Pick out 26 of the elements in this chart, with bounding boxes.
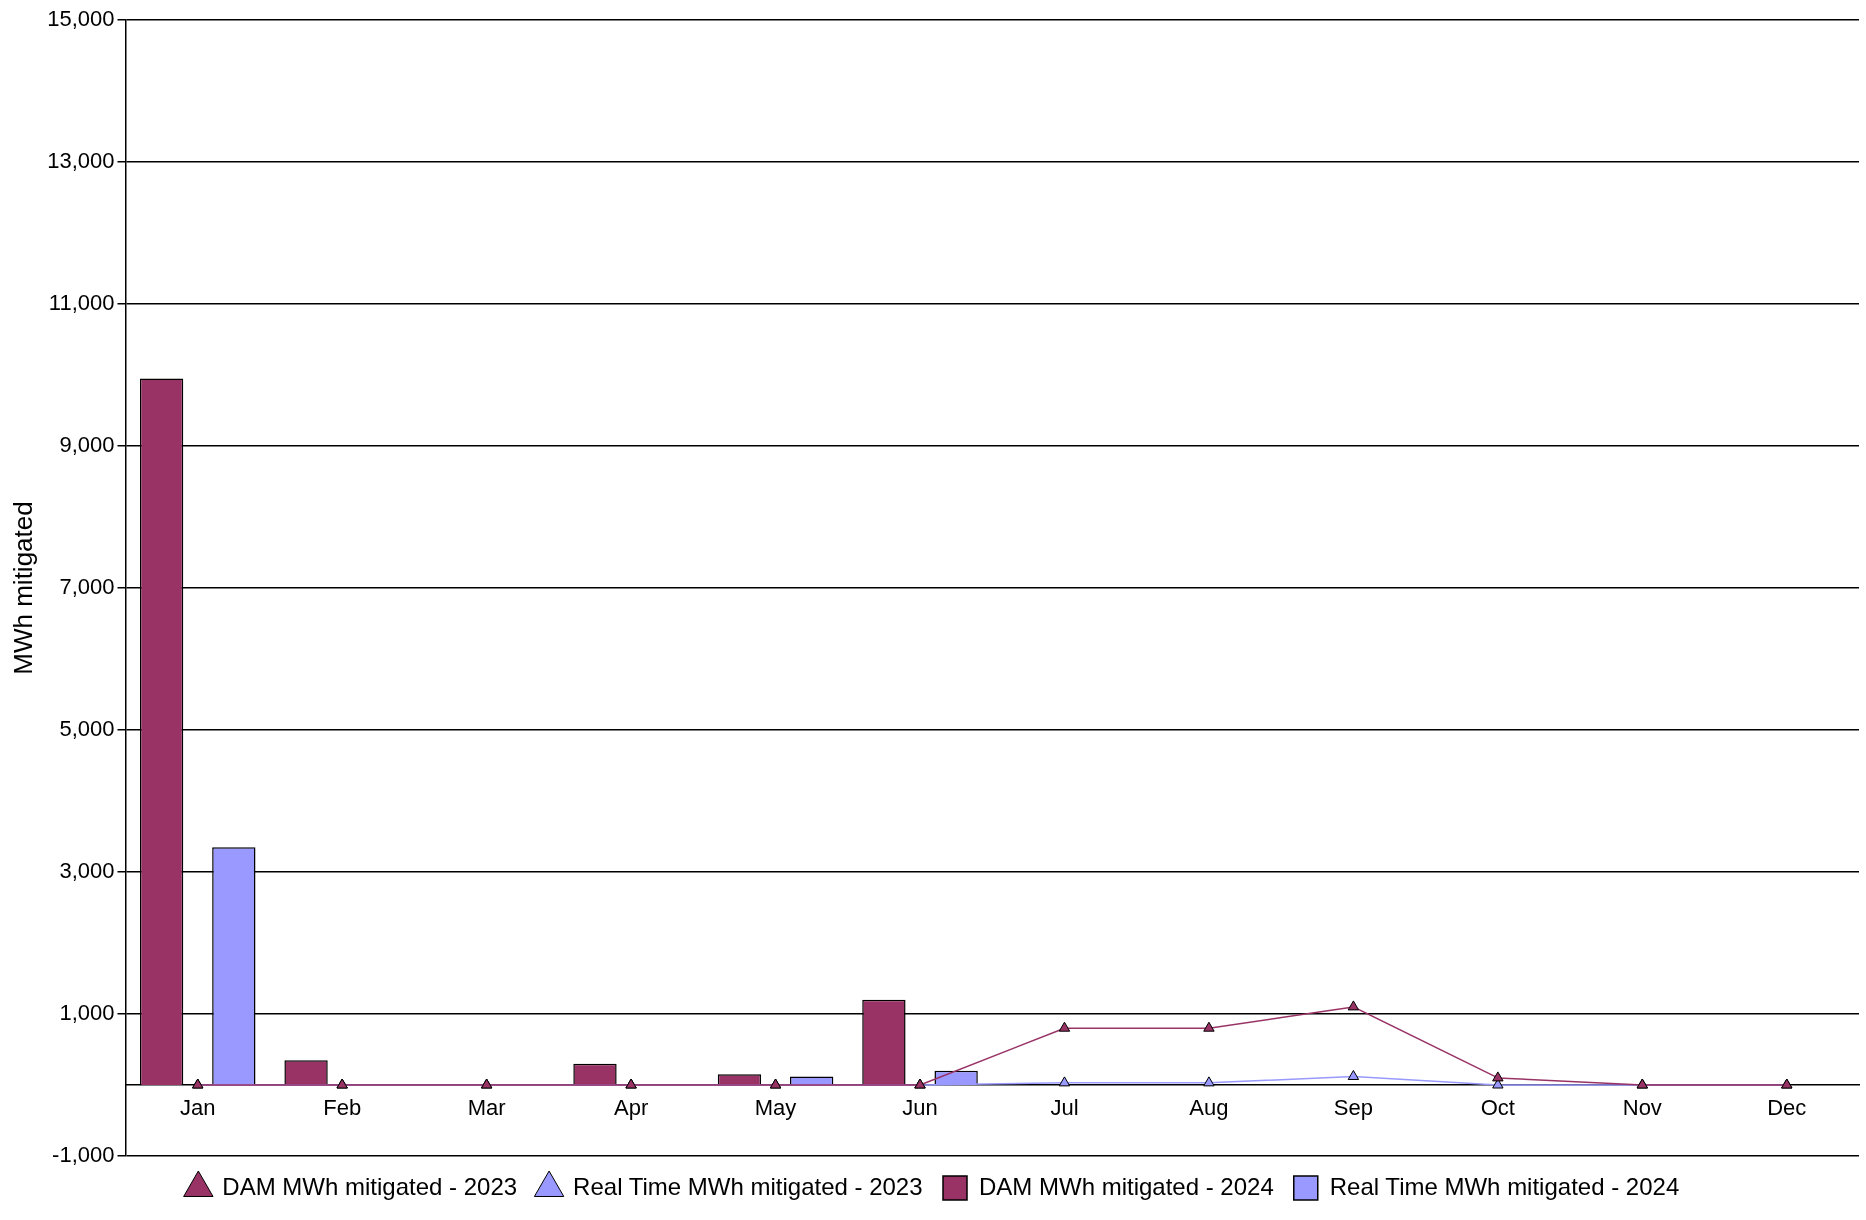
y-tick-label: 5,000 <box>59 716 115 742</box>
x-tick-label: May <box>754 1095 797 1121</box>
x-tick-label: Aug <box>1189 1095 1229 1121</box>
x-tick-label: Jul <box>1050 1095 1079 1121</box>
legend-label: Real Time MWh mitigated - 2023 <box>573 1172 923 1200</box>
x-tick-label: Apr <box>613 1095 649 1121</box>
legend-label: DAM MWh mitigated - 2023 <box>222 1172 518 1200</box>
y-tick-label: 11,000 <box>48 290 115 316</box>
y-tick-label: 15,000 <box>47 6 115 32</box>
x-tick-label: Sep <box>1333 1095 1373 1121</box>
y-axis-title: MWh mitigated <box>7 501 38 675</box>
x-tick-label: Jun <box>902 1095 938 1121</box>
x-tick-label: Dec <box>1767 1095 1807 1121</box>
y-tick-label: 3,000 <box>59 858 115 884</box>
y-tick-label: 1,000 <box>59 1000 115 1026</box>
y-tick-label: -1,000 <box>52 1142 115 1168</box>
y-tick-label: 7,000 <box>59 574 115 600</box>
x-tick-label: Nov <box>1622 1095 1662 1121</box>
x-tick-label: Jan <box>179 1095 216 1121</box>
legend-label: Real Time MWh mitigated - 2024 <box>1329 1172 1680 1200</box>
legend-label: DAM MWh mitigated - 2024 <box>979 1172 1274 1200</box>
x-tick-label: Mar <box>467 1095 506 1121</box>
x-tick-label: Oct <box>1480 1095 1515 1121</box>
y-tick-label: 13,000 <box>47 148 115 174</box>
y-tick-label: 9,000 <box>59 432 115 458</box>
x-tick-label: Feb <box>323 1095 362 1121</box>
